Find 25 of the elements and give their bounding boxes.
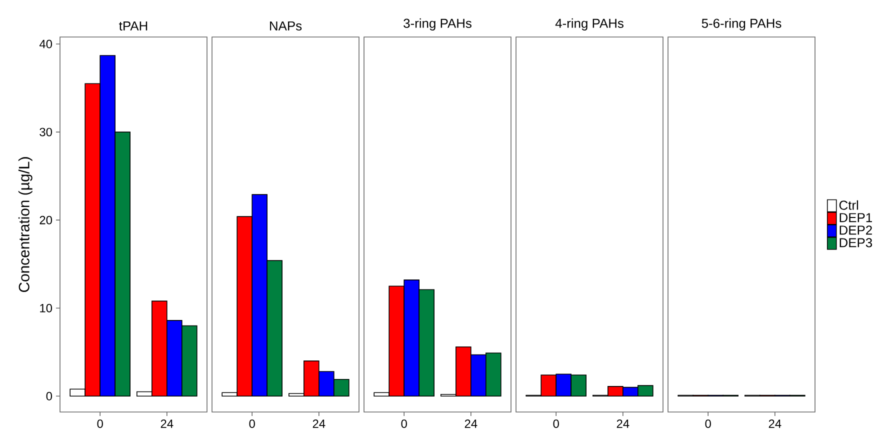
legend-label: Ctrl xyxy=(839,200,858,210)
y-tick-label: 40 xyxy=(39,40,52,48)
legend-label: DEP1 xyxy=(840,213,872,222)
x-tick-label: 24 xyxy=(768,420,782,428)
x-tick-label: 24 xyxy=(312,420,326,428)
x-tick-label: 24 xyxy=(616,420,630,428)
y-tick-label: 30 xyxy=(40,128,52,136)
chart-title: 3-ring PAHs xyxy=(404,18,472,30)
y-tick-label: 10 xyxy=(40,304,52,312)
x-tick-label: 24 xyxy=(160,420,174,428)
legend-label: DEP2 xyxy=(840,226,872,235)
y-tick-label: 20 xyxy=(40,216,52,224)
chart-title: NAPs xyxy=(270,21,302,30)
x-tick-label: 0 xyxy=(97,420,103,428)
x-tick-label: 0 xyxy=(249,420,255,428)
x-tick-label: 0 xyxy=(705,420,711,428)
y-axis-title: Concentration (µg/L) xyxy=(18,157,32,292)
y-tick-label: 0 xyxy=(46,392,52,400)
x-tick-label: 0 xyxy=(401,420,407,428)
chart-title: tPAH xyxy=(119,21,148,30)
x-tick-label: 24 xyxy=(464,420,478,428)
legend-label: DEP3 xyxy=(840,238,872,248)
chart-title: 5-6-ring PAHs xyxy=(702,18,782,30)
x-tick-label: 0 xyxy=(553,420,559,428)
chart-title: 4-ring PAHs xyxy=(555,18,624,30)
